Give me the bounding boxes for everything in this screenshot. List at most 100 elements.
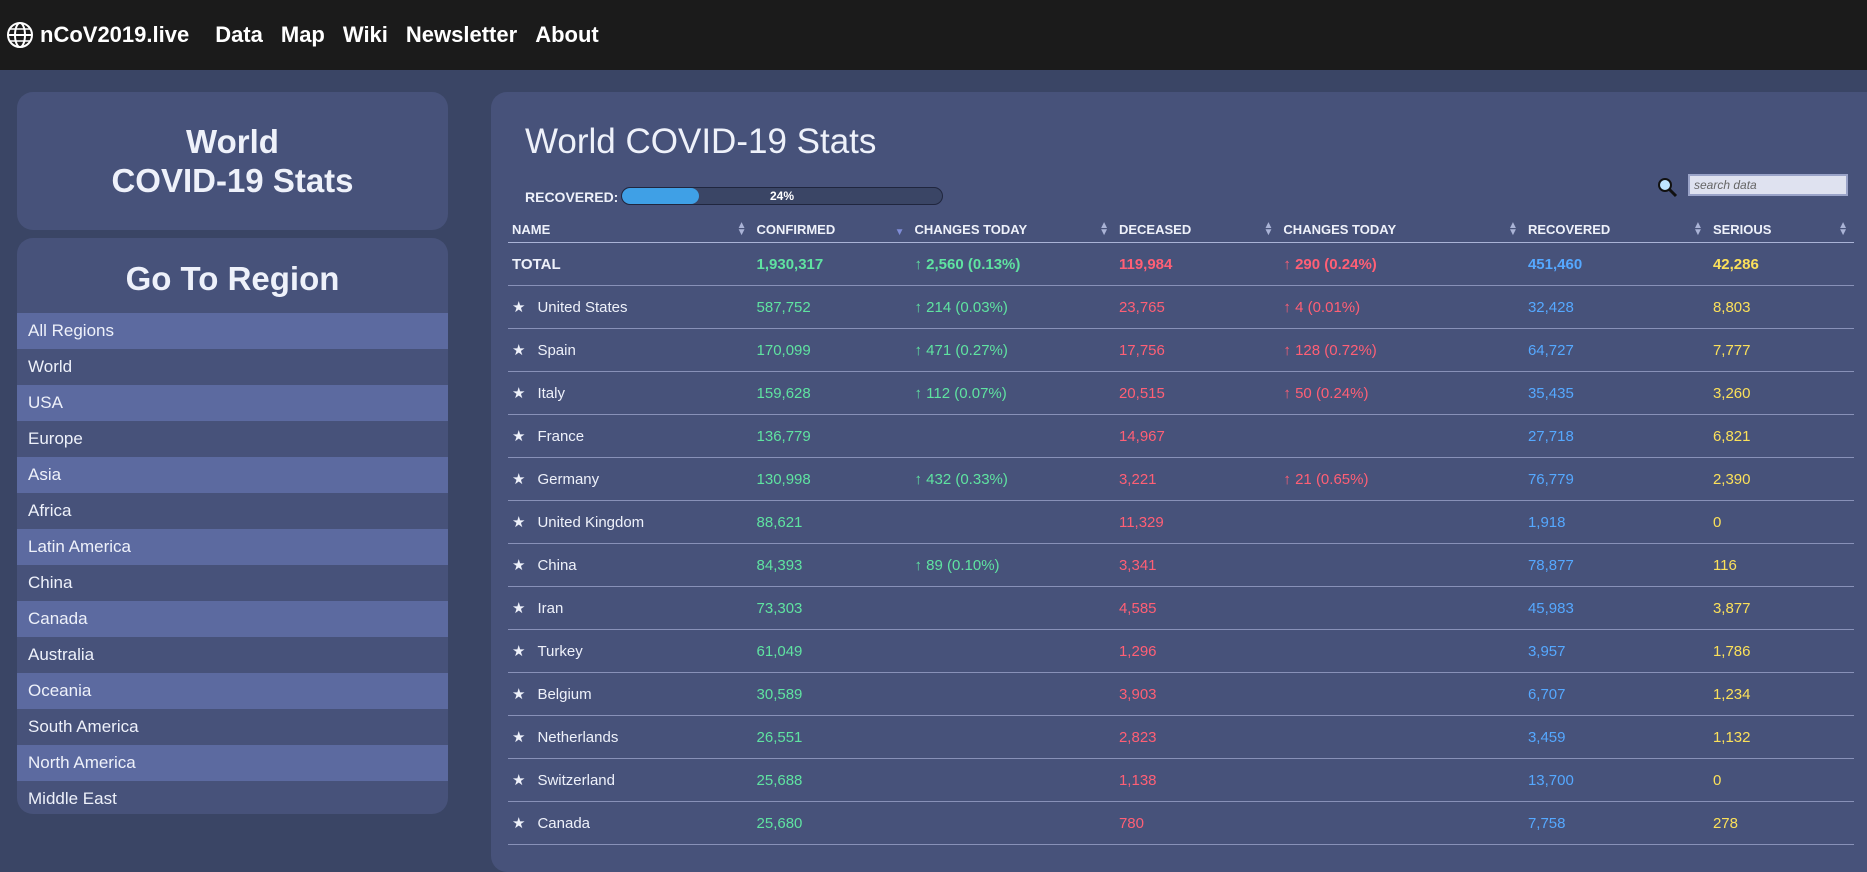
nav-newsletter[interactable]: Newsletter	[405, 22, 518, 47]
table-cell: 159,628	[752, 371, 911, 415]
table-cell	[910, 500, 1115, 544]
region-item[interactable]: Latin America	[17, 529, 448, 565]
table-header-row: NAME ▲ ▼ CONFIRMED ▼ CHANGES TODAY ▲ ▼ DECEAS…	[508, 216, 1854, 243]
recovered-label: RECOVERED:	[525, 189, 619, 205]
region-list: All Regions World USA Europe Asia Africa Latin…	[17, 313, 448, 814]
col-serious-label: SERIOUS	[1712, 221, 1772, 237]
country-name[interactable]: United Kingdom	[537, 514, 645, 531]
favorite-star-icon[interactable]: ★	[512, 643, 526, 660]
favorite-star-icon[interactable]: ★	[512, 428, 526, 445]
country-name[interactable]: Canada	[537, 815, 590, 832]
region-item[interactable]: Asia	[17, 457, 448, 493]
table-cell: ★ Turkey	[508, 629, 753, 673]
col-changes-confirmed-label: CHANGES TODAY	[914, 221, 1028, 237]
table-row: ★ Canada 25,680 780 7,758 278	[508, 801, 1854, 845]
table-cell: ★ Germany	[508, 457, 753, 501]
table-cell: ↑ 50 (0.24%)	[1279, 371, 1524, 415]
col-changes-confirmed-header[interactable]: CHANGES TODAY ▲ ▼	[910, 216, 1115, 243]
nav-map[interactable]: Map	[280, 22, 325, 47]
table-cell: 2,823	[1114, 715, 1280, 759]
table-cell: 45,983	[1523, 586, 1709, 630]
table-cell: 14,967	[1114, 414, 1280, 458]
country-name[interactable]: Turkey	[537, 643, 583, 660]
table-cell: 7,777	[1708, 328, 1854, 372]
country-name[interactable]: Iran	[537, 600, 564, 617]
table-cell: ↑ 290 (0.24%)	[1279, 242, 1524, 286]
country-name[interactable]: United States	[537, 299, 628, 316]
sort-desc-icon: ▼	[894, 227, 905, 238]
globe-icon	[7, 22, 33, 48]
logo[interactable]: nCoV2019.live	[6, 21, 189, 49]
sort-icon: ▲ ▼	[1838, 220, 1848, 238]
table-cell: ★ United Kingdom	[508, 500, 753, 544]
region-item[interactable]: Australia	[28, 645, 95, 664]
table-cell	[910, 758, 1115, 802]
table-row: ★ Turkey 61,049 1,296 3,957 1,786	[508, 629, 1854, 673]
search-input[interactable]	[1688, 174, 1848, 196]
favorite-star-icon[interactable]: ★	[512, 342, 526, 359]
table-row: ★ United Kingdom 88,621 11,329 1,918 0	[508, 500, 1854, 544]
brand-name[interactable]: nCoV2019.live	[40, 22, 190, 47]
favorite-star-icon[interactable]: ★	[512, 600, 526, 617]
page-title: World COVID-19 Stats	[525, 122, 877, 161]
search-icon[interactable]	[1656, 176, 1678, 198]
region-item[interactable]: World	[28, 357, 73, 376]
nav-about[interactable]: About	[535, 22, 599, 47]
table-cell: 25,688	[752, 758, 911, 802]
region-item[interactable]: Middle East	[28, 789, 117, 808]
region-item[interactable]: Oceania	[17, 673, 448, 709]
favorite-star-icon[interactable]: ★	[512, 815, 526, 832]
nav-wiki[interactable]: Wiki	[342, 22, 388, 47]
table-cell: 136,779	[752, 414, 911, 458]
favorite-star-icon[interactable]: ★	[512, 514, 526, 531]
favorite-star-icon[interactable]: ★	[512, 729, 526, 746]
col-confirmed-label: CONFIRMED	[756, 221, 836, 237]
favorite-star-icon[interactable]: ★	[512, 557, 526, 574]
country-name[interactable]: Spain	[537, 342, 576, 359]
table-cell	[1279, 672, 1524, 716]
table-cell: ↑ 471 (0.27%)	[910, 328, 1115, 372]
table-cell: 6,821	[1708, 414, 1854, 458]
region-item[interactable]: Canada	[17, 601, 448, 637]
favorite-star-icon[interactable]: ★	[512, 686, 526, 703]
table-cell: ★ Canada	[508, 801, 753, 845]
country-name[interactable]: Netherlands	[537, 729, 619, 746]
region-item[interactable]: Africa	[28, 501, 72, 520]
region-item[interactable]: China	[28, 573, 73, 592]
country-name[interactable]: Belgium	[537, 686, 592, 703]
table-cell: 0	[1708, 500, 1854, 544]
region-item[interactable]: North America	[17, 745, 448, 781]
country-name[interactable]: China	[537, 557, 577, 574]
col-confirmed-header[interactable]: CONFIRMED ▼	[752, 216, 911, 243]
col-deceased-header[interactable]: DECEASED ▲ ▼	[1114, 216, 1280, 243]
sidebar-title-line2: COVID-19 Stats	[111, 162, 354, 199]
top-nav-bar: nCoV2019.live Data Map Wiki Newsletter A…	[0, 0, 1867, 70]
col-recovered-header[interactable]: RECOVERED ▲ ▼	[1523, 216, 1709, 243]
country-name[interactable]: Germany	[537, 471, 600, 488]
table-cell: 3,459	[1523, 715, 1709, 759]
region-item[interactable]: Europe	[28, 429, 83, 448]
favorite-star-icon[interactable]: ★	[512, 385, 526, 402]
total-row: TOTAL 1,930,317 ↑ 2,560 (0.13%) 119,984 ↑ 29…	[508, 242, 1854, 286]
country-name[interactable]: Switzerland	[537, 772, 615, 789]
table-cell: 11,329	[1114, 500, 1280, 544]
nav-data[interactable]: Data	[215, 22, 263, 47]
country-name[interactable]: France	[537, 428, 585, 445]
col-name-header[interactable]: NAME ▲ ▼	[508, 216, 753, 243]
region-item[interactable]: USA	[17, 385, 448, 421]
col-changes-deceased-header[interactable]: CHANGES TODAY ▲ ▼	[1279, 216, 1524, 243]
table-cell: ★ Iran	[508, 586, 753, 630]
recovered-progress-text: 24%	[769, 189, 795, 203]
table-cell: ★ Switzerland	[508, 758, 753, 802]
table-cell: ★ Italy	[508, 371, 753, 415]
favorite-star-icon[interactable]: ★	[512, 471, 526, 488]
table-cell	[1279, 543, 1524, 587]
table-cell: 42,286	[1708, 242, 1854, 286]
country-name[interactable]: Italy	[537, 385, 565, 402]
favorite-star-icon[interactable]: ★	[512, 299, 526, 316]
stats-panel: World COVID-19 Stats RECOVERED: 24% NAME…	[491, 92, 1867, 872]
region-item[interactable]: South America	[28, 717, 139, 736]
col-serious-header[interactable]: SERIOUS ▲ ▼	[1708, 216, 1854, 243]
region-item[interactable]: All Regions	[17, 313, 448, 349]
favorite-star-icon[interactable]: ★	[512, 772, 526, 789]
